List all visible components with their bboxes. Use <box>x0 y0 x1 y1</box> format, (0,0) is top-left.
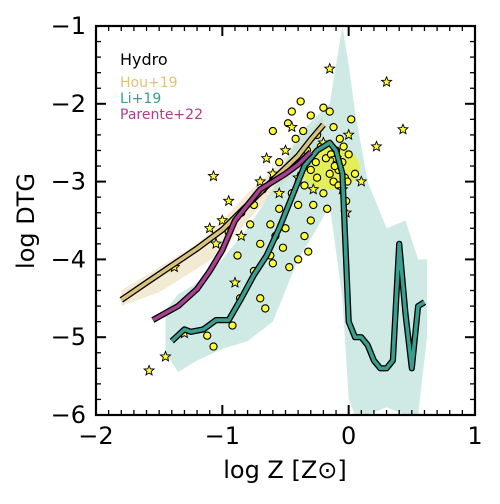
data-point-circle <box>291 134 300 143</box>
legend-entry-hou: Hou+19 <box>120 75 178 91</box>
data-point-circle <box>256 294 265 303</box>
data-point-star <box>396 123 410 135</box>
data-point-circle <box>293 255 303 264</box>
series-lines <box>119 122 427 372</box>
line-li <box>170 140 426 371</box>
data-point-circle <box>323 204 332 213</box>
data-point-circle <box>209 342 218 351</box>
data-point-circle <box>319 189 328 198</box>
data-point-circle <box>306 111 315 120</box>
x-tick-label: 0 <box>341 422 356 450</box>
data-point-circle <box>296 97 305 106</box>
axis-ticks: −2 −1 0 1 −6 −5 −4 −3 −2 −1 <box>51 12 483 450</box>
data-point-circle <box>350 169 360 178</box>
data-point-circle <box>268 126 278 136</box>
data-point-circle <box>275 157 284 167</box>
data-point-star <box>380 75 393 88</box>
data-point-circle <box>293 200 303 210</box>
data-point-circle <box>245 220 255 229</box>
data-point-circle <box>233 251 242 260</box>
data-point-circle <box>203 331 212 340</box>
y-tick-label: −5 <box>51 323 86 351</box>
data-point-circle <box>306 216 315 225</box>
annotation-label: Hydro <box>120 50 168 69</box>
data-point-circle <box>329 122 338 132</box>
data-point-circle <box>275 204 284 213</box>
data-point-circle <box>312 173 322 182</box>
data-point-circle <box>278 243 288 252</box>
y-tick-label: −6 <box>51 401 86 429</box>
data-point-star <box>370 140 383 152</box>
y-axis-label: log DTG <box>12 173 40 269</box>
data-point-star <box>222 194 235 207</box>
x-tick-label: −1 <box>205 422 240 450</box>
y-tick-label: −1 <box>51 12 86 40</box>
data-point-star <box>209 237 223 249</box>
data-point-circle <box>261 304 270 313</box>
data-point-circle <box>266 220 275 229</box>
data-point-star <box>307 183 320 195</box>
data-point-star <box>203 221 216 234</box>
y-tick-label: −2 <box>51 90 86 118</box>
data-point-circle <box>325 107 334 116</box>
data-point-star <box>279 144 292 156</box>
data-point-star <box>142 364 156 376</box>
data-point-star <box>207 169 220 182</box>
data-point-circle <box>339 142 348 151</box>
data-point-circle <box>335 134 344 143</box>
data-point-circle <box>256 239 265 248</box>
data-point-circle <box>304 247 313 256</box>
x-tick-label: 1 <box>467 422 482 450</box>
data-point-star <box>285 120 298 133</box>
x-tick-label: −2 <box>78 422 113 450</box>
data-point-star <box>235 229 248 242</box>
data-point-circle <box>319 103 328 112</box>
line-parente <box>151 150 313 322</box>
data-point-star <box>254 175 267 187</box>
data-point-circle <box>306 165 315 175</box>
data-point-star <box>159 350 172 362</box>
data-point-circle <box>299 126 308 136</box>
data-point-star <box>228 276 242 288</box>
data-point-circle <box>325 169 334 178</box>
data-point-star <box>323 62 336 74</box>
legend-entry-parente: Parente+22 <box>120 107 203 123</box>
data-point-circle <box>287 107 296 116</box>
data-point-star <box>273 186 286 199</box>
data-point-circle <box>300 181 309 190</box>
legend-entry-li: Li+19 <box>120 91 161 107</box>
data-point-star <box>355 175 368 187</box>
data-point-star <box>342 128 355 141</box>
data-point-star <box>216 214 229 226</box>
data-point-circle <box>285 263 294 272</box>
data-point-circle <box>311 157 320 167</box>
data-point-circle <box>347 115 356 124</box>
x-axis-label: log Z [Z⊙] <box>223 456 347 484</box>
data-point-circle <box>228 321 237 330</box>
data-point-circle <box>344 150 353 159</box>
y-tick-label: −4 <box>51 245 86 273</box>
data-point-circle <box>309 200 318 210</box>
y-tick-label: −3 <box>51 168 86 196</box>
data-point-circle <box>268 259 278 268</box>
data-point-star <box>260 151 273 164</box>
data-point-circle <box>300 231 309 241</box>
